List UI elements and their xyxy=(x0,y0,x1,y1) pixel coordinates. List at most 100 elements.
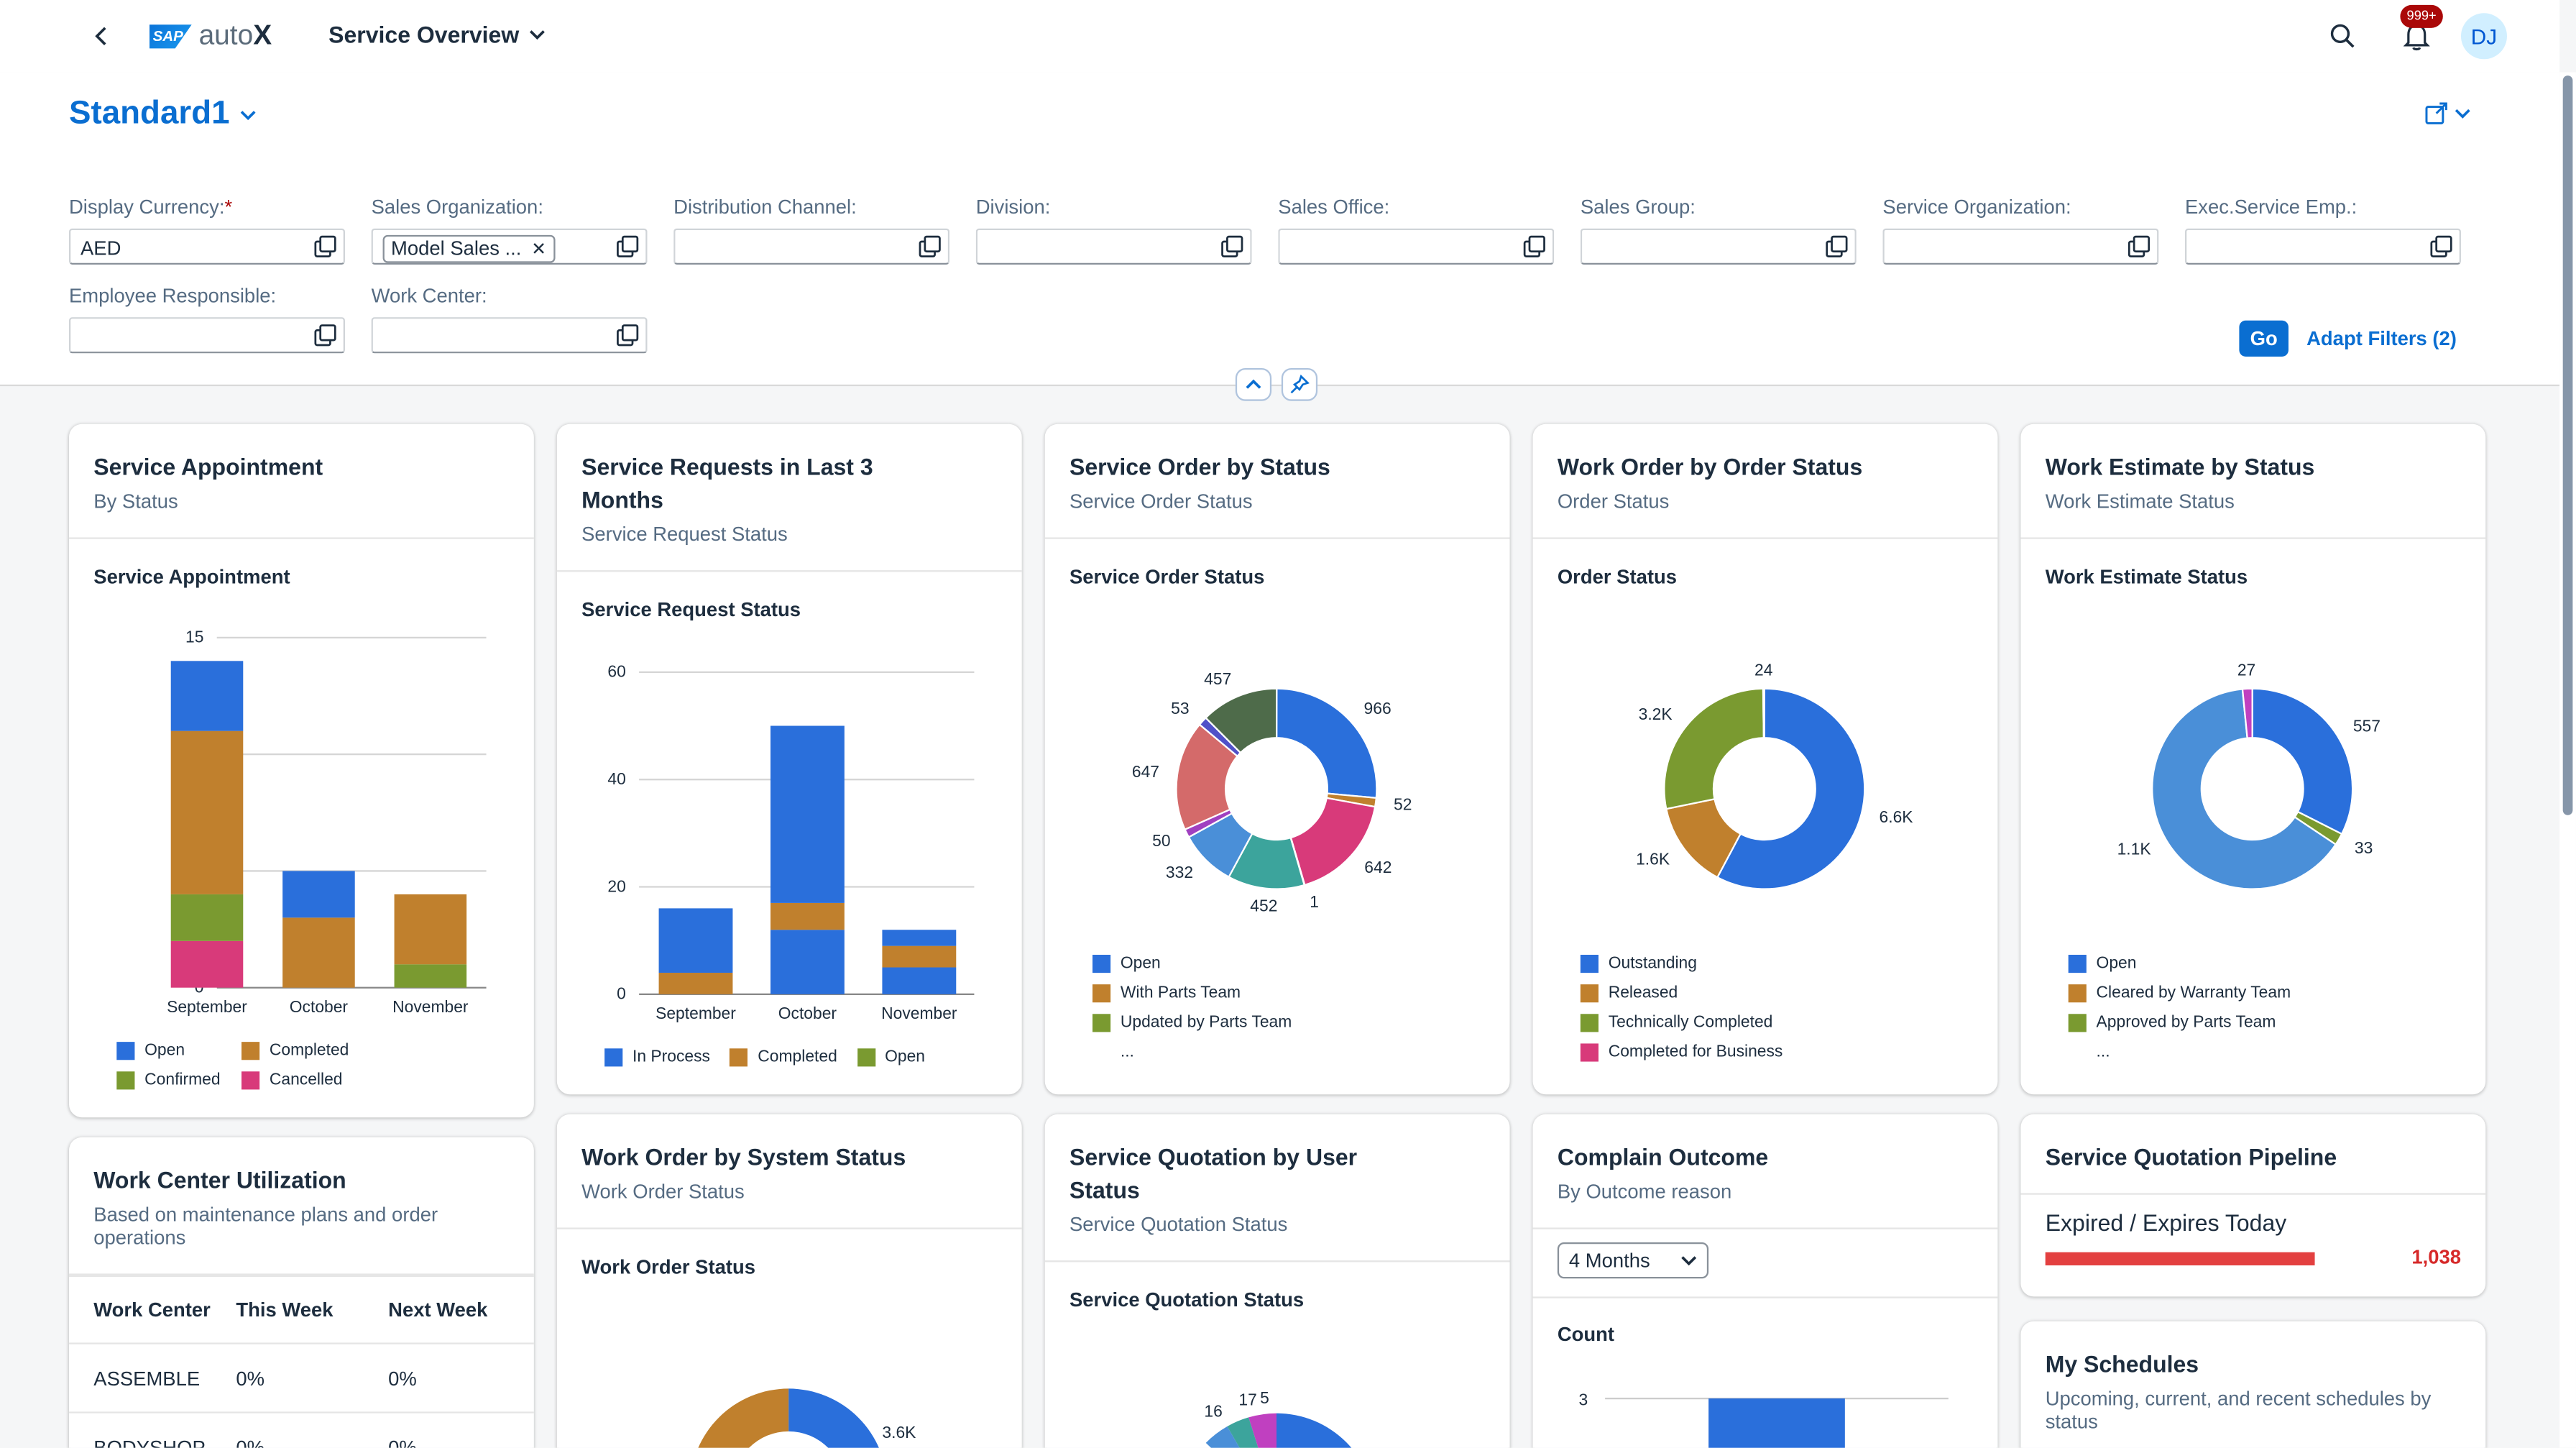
value-help-icon[interactable] xyxy=(314,235,337,258)
donut-chart[interactable]: 6.6K 1.6K 3.2K 24 xyxy=(1533,638,1998,933)
card-header[interactable]: Service Requests in Last 3 Months Servic… xyxy=(556,424,1022,572)
variant-selector[interactable]: Standard1 xyxy=(69,96,256,134)
value-help-icon[interactable] xyxy=(616,235,639,258)
legend-item[interactable]: Cleared by Warranty Team xyxy=(2068,978,2291,1007)
card-header[interactable]: Service Quotation Pipeline xyxy=(2020,1114,2486,1195)
avatar[interactable]: DJ xyxy=(2460,13,2507,60)
legend-item[interactable]: Open xyxy=(1092,948,1292,978)
bar-segment xyxy=(882,967,957,994)
legend-item[interactable]: Approved by Parts Team xyxy=(2068,1007,2291,1037)
value-help-icon[interactable] xyxy=(2128,235,2150,258)
legend-item[interactable]: Outstanding xyxy=(1580,948,1783,978)
card-service-requests[interactable]: Service Requests in Last 3 Months Servic… xyxy=(556,423,1022,1095)
donut-chart[interactable]: 3.6K xyxy=(557,1361,1022,1448)
chevron-up-icon xyxy=(1246,379,1261,389)
card-work-order-system-status[interactable]: Work Order by System Status Work Order S… xyxy=(556,1114,1022,1448)
card-header[interactable]: Work Center Utilization Based on mainten… xyxy=(68,1137,534,1275)
scrollbar-thumb[interactable] xyxy=(2562,75,2573,815)
legend-item[interactable]: Cancelled xyxy=(241,1065,390,1094)
legend-item[interactable]: Completed for Business xyxy=(1580,1037,1782,1066)
bar-chart[interactable]: 3 xyxy=(1533,1377,1998,1448)
card-service-order-status[interactable]: Service Order by Status Service Order St… xyxy=(1044,423,1510,1095)
card-my-schedules[interactable]: My Schedules Upcoming, current, and rece… xyxy=(2020,1321,2486,1448)
card-header[interactable]: Work Estimate by Status Work Estimate St… xyxy=(2020,424,2486,539)
collapse-header-button[interactable] xyxy=(1235,367,1272,401)
period-select[interactable]: 4 Months xyxy=(1557,1242,1709,1279)
sales-organization-input[interactable]: Model Sales ... ✕ xyxy=(371,228,648,265)
card-header[interactable]: Work Order by Order Status Order Status xyxy=(1532,424,1998,539)
stacked-bar-chart[interactable]: 0 20 40 60 September October November xyxy=(557,638,1022,1032)
data-label: 1 xyxy=(1310,892,1319,911)
share-button[interactable] xyxy=(2425,102,2471,125)
filter-service-organization: Service Organization: xyxy=(1882,196,2159,265)
close-icon[interactable]: ✕ xyxy=(531,239,547,259)
sales-group-input[interactable] xyxy=(1580,228,1857,265)
legend-more[interactable]: ... xyxy=(1120,1043,1134,1061)
filter-token[interactable]: Model Sales ... ✕ xyxy=(382,234,555,262)
legend-item[interactable]: Updated by Parts Team xyxy=(1092,1007,1292,1037)
legend-item[interactable]: Confirmed xyxy=(116,1065,242,1094)
donut-chart[interactable]: 557 33 1.1K 27 xyxy=(2020,638,2485,933)
service-organization-input[interactable] xyxy=(1882,228,2159,265)
value-help-icon[interactable] xyxy=(2430,235,2453,258)
pipeline-bar[interactable] xyxy=(2045,1252,2315,1265)
value-help-icon[interactable] xyxy=(1825,235,1848,258)
legend-item[interactable]: Technically Completed xyxy=(1580,1007,1783,1037)
value-help-icon[interactable] xyxy=(919,235,942,258)
card-work-estimate-status[interactable]: Work Estimate by Status Work Estimate St… xyxy=(2020,423,2486,1095)
donut-slice xyxy=(1204,687,1278,754)
legend-item[interactable]: With Parts Team xyxy=(1092,978,1292,1007)
app-title-menu[interactable]: Service Overview xyxy=(328,22,546,47)
filter-label: Employee Responsible: xyxy=(68,284,277,308)
card-service-quotation-pipeline[interactable]: Service Quotation Pipeline Expired / Exp… xyxy=(2020,1114,2486,1297)
work-center-input[interactable] xyxy=(371,317,648,354)
legend-item[interactable]: Released xyxy=(1580,978,1783,1007)
display-currency-input[interactable]: AED xyxy=(68,228,345,265)
table-row[interactable]: ASSEMBLE 0% 0% xyxy=(68,1344,534,1413)
page-scrollbar[interactable] xyxy=(2559,72,2576,1448)
legend-item[interactable]: Completed xyxy=(730,1042,837,1071)
card-work-order-status[interactable]: Work Order by Order Status Order Status … xyxy=(1532,423,1998,1095)
donut-chart[interactable]: 966 52 642 1 452 332 50 647 53 457 xyxy=(1045,638,1510,933)
back-icon[interactable] xyxy=(86,19,119,52)
bar-segment xyxy=(658,908,733,973)
value-help-icon[interactable] xyxy=(616,324,639,347)
card-header[interactable]: My Schedules Upcoming, current, and rece… xyxy=(2020,1321,2485,1448)
employee-responsible-input[interactable] xyxy=(68,317,345,354)
value-help-icon[interactable] xyxy=(1523,235,1546,258)
card-title: Service Requests in Last 3 Months xyxy=(581,453,873,513)
legend-item[interactable]: Open xyxy=(857,1042,925,1071)
pipeline-bar-track xyxy=(2045,1252,2315,1265)
company-logo[interactable]: SAP autoX xyxy=(149,19,272,52)
sales-office-input[interactable] xyxy=(1278,228,1555,265)
legend-item[interactable]: In Process xyxy=(604,1042,710,1071)
card-header[interactable]: Work Order by System Status Work Order S… xyxy=(556,1114,1022,1229)
card-header[interactable]: Service Quotation by User Status Service… xyxy=(1044,1114,1510,1263)
adapt-filters-button[interactable]: Adapt Filters (2) xyxy=(2306,326,2457,350)
stacked-bar-chart[interactable]: 051015SeptemberOctoberNovember xyxy=(69,605,534,1024)
card-service-quotation-user-status[interactable]: Service Quotation by User Status Service… xyxy=(1044,1114,1510,1448)
legend-item[interactable]: Open xyxy=(2068,948,2291,978)
card-header[interactable]: Complain Outcome By Outcome reason xyxy=(1532,1114,1998,1229)
pin-header-button[interactable] xyxy=(1281,367,1318,401)
card-complain-outcome[interactable]: Complain Outcome By Outcome reason 4 Mon… xyxy=(1532,1114,1998,1448)
table-row[interactable]: BODYSHOP 0% 0% xyxy=(69,1413,534,1448)
legend-item[interactable]: Completed xyxy=(241,1035,390,1065)
donut-chart[interactable]: 16 17 5 xyxy=(1045,1385,1510,1448)
go-button[interactable]: Go xyxy=(2239,320,2288,357)
card-header[interactable]: Service Order by Status Service Order St… xyxy=(1044,424,1510,539)
search-icon[interactable] xyxy=(2329,23,2356,58)
exec-service-emp-input[interactable] xyxy=(2184,228,2461,265)
distribution-channel-input[interactable] xyxy=(673,228,950,265)
card-service-appointment[interactable]: Service Appointment By Status Service Ap… xyxy=(68,423,534,1118)
bar xyxy=(1708,1398,1845,1448)
x-tick-label: November xyxy=(392,997,469,1016)
value-help-icon[interactable] xyxy=(314,324,337,347)
card-header[interactable]: Service Appointment By Status xyxy=(68,424,534,539)
legend-item[interactable]: Open xyxy=(116,1035,242,1065)
card-work-center-utilization[interactable]: Work Center Utilization Based on mainten… xyxy=(68,1137,534,1448)
chart-title: Work Estimate Status xyxy=(2045,565,2248,589)
division-input[interactable] xyxy=(975,228,1252,265)
legend-more[interactable]: ... xyxy=(2096,1043,2110,1061)
value-help-icon[interactable] xyxy=(1220,235,1243,258)
